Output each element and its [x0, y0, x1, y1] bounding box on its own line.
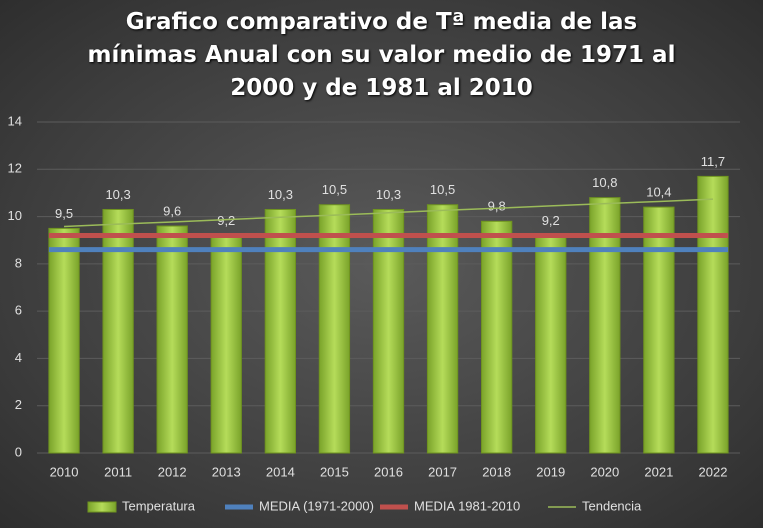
x-tick-label: 2015 — [320, 464, 349, 479]
x-tick-label: 2012 — [158, 464, 187, 479]
data-label: 9,2 — [542, 213, 560, 228]
y-tick-label: 8 — [15, 255, 22, 270]
x-tick-label: 2018 — [482, 464, 511, 479]
legend-label: Temperatura — [122, 498, 196, 513]
data-label: 9,8 — [488, 199, 506, 214]
x-tick-label: 2020 — [590, 464, 619, 479]
x-tick-label: 2021 — [644, 464, 673, 479]
legend-label: MEDIA 1981-2010 — [414, 498, 520, 513]
data-label: 10,3 — [105, 187, 130, 202]
bar — [210, 234, 242, 454]
data-label: 10,4 — [646, 185, 671, 200]
bar — [48, 227, 80, 454]
x-tick-label: 2022 — [699, 464, 728, 479]
bar — [481, 220, 513, 454]
y-tick-label: 10 — [8, 208, 22, 223]
data-label: 10,8 — [592, 175, 617, 190]
bar — [426, 204, 459, 454]
data-label: 10,5 — [322, 182, 347, 197]
y-tick-label: 6 — [15, 303, 22, 318]
y-tick-label: 0 — [15, 444, 22, 459]
x-tick-label: 2019 — [536, 464, 565, 479]
x-tick-label: 2014 — [266, 464, 295, 479]
legend-label: MEDIA (1971-2000) — [259, 498, 374, 513]
bar — [535, 234, 567, 454]
bar — [589, 197, 621, 454]
y-tick-label: 14 — [8, 113, 22, 128]
data-label: 10,5 — [430, 182, 455, 197]
line — [64, 198, 713, 228]
bar — [643, 206, 675, 454]
bar — [264, 208, 296, 454]
bar — [372, 208, 405, 454]
data-label: 10,3 — [376, 187, 401, 202]
bar — [318, 204, 351, 454]
x-tick-label: 2010 — [50, 464, 79, 479]
data-label: 10,3 — [268, 187, 293, 202]
x-tick-label: 2016 — [374, 464, 403, 479]
data-label: 9,2 — [217, 213, 235, 228]
chart-title: Grafico comparativo de Tª media de las m… — [87, 9, 676, 101]
y-tick-label: 4 — [15, 350, 22, 365]
y-tick-label: 12 — [8, 161, 22, 176]
x-tick-label: 2013 — [212, 464, 241, 479]
bar — [156, 225, 188, 454]
data-label: 9,5 — [55, 206, 73, 221]
y-tick-label: 2 — [15, 397, 22, 412]
legend-swatch — [87, 501, 117, 513]
data-label: 9,6 — [163, 203, 181, 218]
legend-label: Tendencia — [582, 498, 642, 513]
x-tick-label: 2017 — [428, 464, 457, 479]
bar — [102, 208, 134, 454]
x-tick-label: 2011 — [104, 464, 132, 479]
bar — [697, 175, 729, 454]
data-label: 11,7 — [701, 154, 725, 169]
